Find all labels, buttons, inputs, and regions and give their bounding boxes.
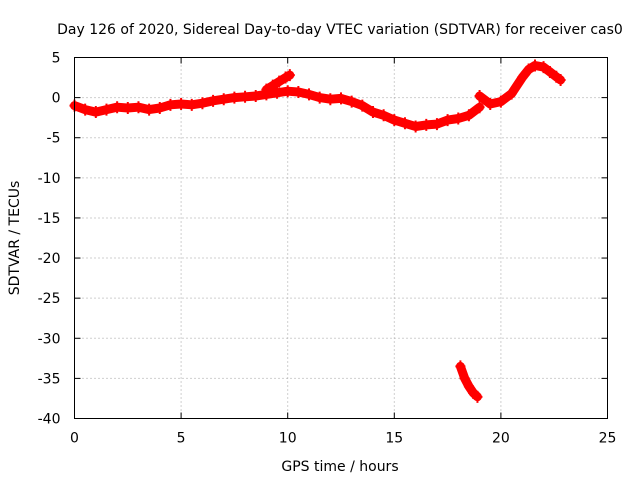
series-spike-near-10h xyxy=(261,69,295,96)
data-point xyxy=(293,85,304,98)
data-point xyxy=(474,101,485,114)
data-point xyxy=(261,83,272,96)
data-point xyxy=(410,120,421,133)
y-tick-label: -40 xyxy=(38,412,61,428)
data-point xyxy=(544,65,555,78)
plot-frame xyxy=(74,57,608,419)
data-points xyxy=(69,59,566,403)
data-point xyxy=(282,85,293,98)
x-axis-label: GPS time / hours xyxy=(281,459,398,475)
data-point xyxy=(165,98,176,111)
data-point xyxy=(186,98,197,111)
data-point xyxy=(325,93,336,106)
data-point xyxy=(208,94,219,107)
data-point xyxy=(122,102,133,115)
data-point xyxy=(389,114,400,127)
data-point xyxy=(453,112,464,125)
y-tick-label: -35 xyxy=(38,371,61,387)
x-tick-label: 25 xyxy=(599,431,617,447)
data-point xyxy=(90,106,101,119)
data-point xyxy=(472,390,483,403)
data-point xyxy=(455,360,466,373)
data-point xyxy=(133,101,144,114)
y-tick-label: 5 xyxy=(52,51,61,67)
y-tick-label: -15 xyxy=(38,211,61,227)
data-point xyxy=(431,118,442,131)
x-tick-label: 0 xyxy=(70,431,79,447)
x-tick-label: 15 xyxy=(385,431,403,447)
data-point xyxy=(284,69,295,82)
data-point xyxy=(463,109,474,122)
data-point xyxy=(176,98,187,111)
y-tick-labels: 5 0 -5 -10 -15 -20 -25 -30 -35 -40 xyxy=(38,51,61,428)
data-point xyxy=(144,103,155,116)
data-point xyxy=(101,103,112,116)
data-point xyxy=(218,93,229,106)
data-point xyxy=(506,87,517,100)
data-point xyxy=(538,61,549,74)
data-point xyxy=(442,114,453,127)
data-point xyxy=(240,90,251,103)
data-point xyxy=(112,101,123,114)
y-tick-label: -20 xyxy=(38,251,61,267)
x-tick-labels: 0 5 10 15 20 25 xyxy=(70,431,616,447)
y-tick-label: -5 xyxy=(47,131,61,147)
y-tick-label: -25 xyxy=(38,291,61,307)
data-point xyxy=(250,90,261,103)
data-point xyxy=(474,90,485,103)
y-axis-label: SDTVAR / TECUs xyxy=(7,181,23,296)
x-tick-label: 20 xyxy=(492,431,510,447)
data-point xyxy=(399,117,410,130)
y-tick-label: 0 xyxy=(52,91,61,107)
data-point xyxy=(154,102,165,115)
data-point xyxy=(367,106,378,119)
data-point xyxy=(267,79,278,92)
data-point xyxy=(421,118,432,131)
y-tick-label: -30 xyxy=(38,331,61,347)
data-point xyxy=(229,91,240,104)
x-tick-label: 5 xyxy=(177,431,186,447)
data-point xyxy=(80,103,91,116)
data-point xyxy=(485,98,496,111)
data-point xyxy=(523,63,534,76)
data-point xyxy=(530,59,541,72)
data-point xyxy=(304,88,315,101)
data-point xyxy=(459,372,470,385)
data-point xyxy=(517,71,528,84)
x-tick-label: 10 xyxy=(279,431,297,447)
series-outlier-track xyxy=(455,360,483,403)
data-point xyxy=(495,95,506,108)
data-point xyxy=(314,91,325,104)
data-point xyxy=(336,92,346,105)
series-main-track xyxy=(69,85,485,133)
data-point xyxy=(357,99,368,112)
data-point xyxy=(197,97,208,110)
data-point xyxy=(274,75,285,88)
series-late-track xyxy=(474,59,566,111)
chart-title: Day 126 of 2020, Sidereal Day-to-day VTE… xyxy=(57,22,623,38)
data-point xyxy=(463,380,474,393)
data-point xyxy=(346,95,357,108)
y-tick-label: -10 xyxy=(38,171,61,187)
data-point xyxy=(378,109,389,122)
data-point xyxy=(272,86,283,99)
data-point xyxy=(555,73,566,86)
